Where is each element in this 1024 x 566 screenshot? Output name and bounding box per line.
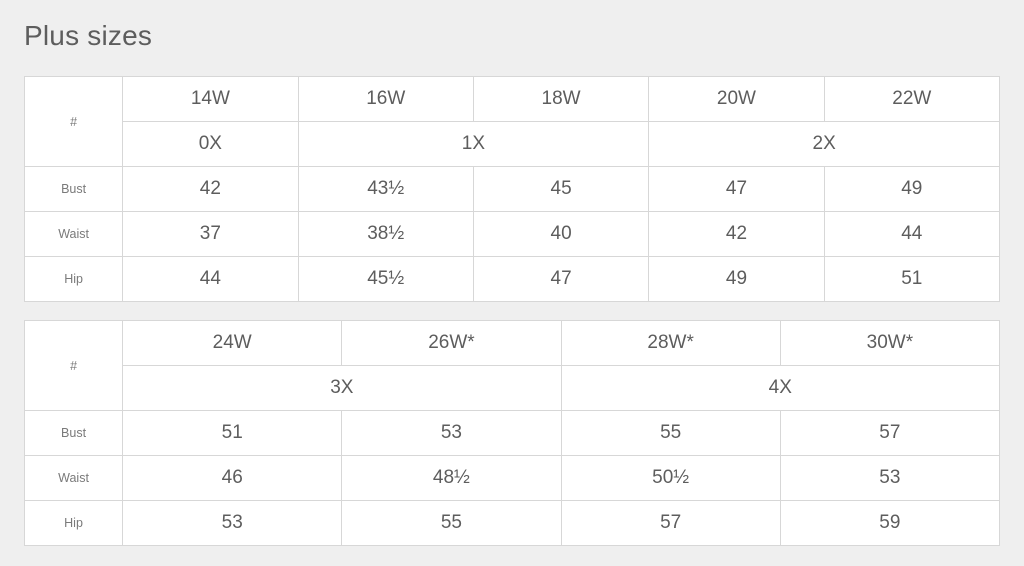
waist-label: Waist [25,456,123,501]
table-row: 3X 4X [25,366,1000,411]
hip-value: 53 [123,501,342,546]
table-row: Waist 37 38½ 40 42 44 [25,212,1000,257]
waist-value: 37 [123,212,298,257]
bust-value: 43½ [298,167,473,212]
waist-value: 38½ [298,212,473,257]
bust-value: 57 [780,411,999,456]
table-row: Bust 51 53 55 57 [25,411,1000,456]
bust-value: 53 [342,411,561,456]
table-row: # 14W 16W 18W 20W 22W [25,77,1000,122]
bust-value: 51 [123,411,342,456]
bust-label: Bust [25,411,123,456]
size-header: 18W [473,77,648,122]
xsize-header: 2X [649,122,1000,167]
bust-value: 49 [824,167,999,212]
hash-header: # [25,321,123,411]
waist-value: 46 [123,456,342,501]
size-header: 16W [298,77,473,122]
xsize-header: 4X [561,366,999,411]
xsize-header: 0X [123,122,298,167]
size-header: 30W* [780,321,999,366]
hip-value: 51 [824,257,999,302]
bust-value: 55 [561,411,780,456]
waist-value: 53 [780,456,999,501]
size-table-2: # 24W 26W* 28W* 30W* 3X 4X Bust 51 53 55… [24,320,1000,546]
hip-value: 49 [649,257,824,302]
waist-label: Waist [25,212,123,257]
size-header: 26W* [342,321,561,366]
table-row: Hip 53 55 57 59 [25,501,1000,546]
hip-label: Hip [25,257,123,302]
hip-label: Hip [25,501,123,546]
hip-value: 55 [342,501,561,546]
size-header: 20W [649,77,824,122]
size-header: 22W [824,77,999,122]
size-header: 28W* [561,321,780,366]
hip-value: 44 [123,257,298,302]
hip-value: 45½ [298,257,473,302]
table-row: 0X 1X 2X [25,122,1000,167]
xsize-header: 1X [298,122,649,167]
size-table-1: # 14W 16W 18W 20W 22W 0X 1X 2X Bust 42 4… [24,76,1000,302]
bust-label: Bust [25,167,123,212]
page-title: Plus sizes [24,20,1000,52]
bust-value: 47 [649,167,824,212]
bust-value: 45 [473,167,648,212]
table-row: # 24W 26W* 28W* 30W* [25,321,1000,366]
bust-value: 42 [123,167,298,212]
waist-value: 50½ [561,456,780,501]
table-row: Hip 44 45½ 47 49 51 [25,257,1000,302]
size-header: 24W [123,321,342,366]
hip-value: 47 [473,257,648,302]
hash-header: # [25,77,123,167]
waist-value: 44 [824,212,999,257]
waist-value: 42 [649,212,824,257]
waist-value: 48½ [342,456,561,501]
hip-value: 57 [561,501,780,546]
size-header: 14W [123,77,298,122]
hip-value: 59 [780,501,999,546]
table-row: Waist 46 48½ 50½ 53 [25,456,1000,501]
waist-value: 40 [473,212,648,257]
table-row: Bust 42 43½ 45 47 49 [25,167,1000,212]
xsize-header: 3X [123,366,561,411]
